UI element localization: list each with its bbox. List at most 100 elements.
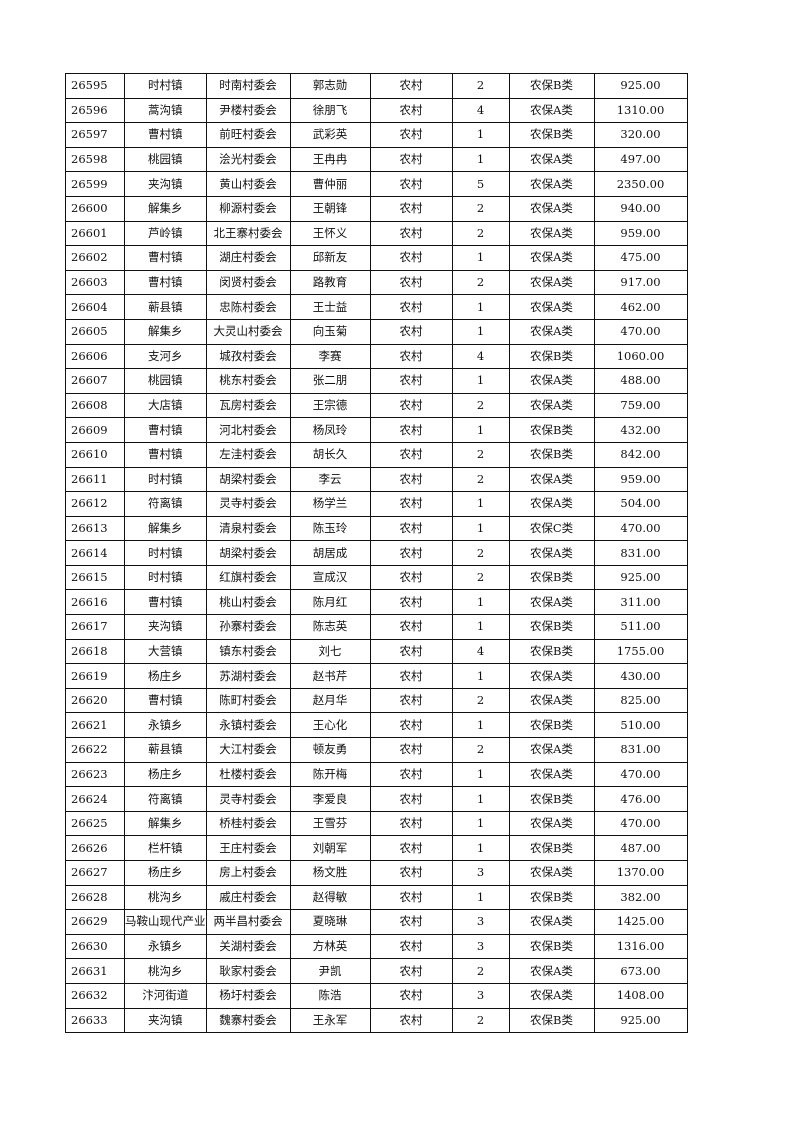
cell-village-committee: 时南村委会 bbox=[205, 73, 291, 99]
cell-record-id: 26633 bbox=[65, 1007, 125, 1034]
cell-village-committee: 灵寺村委会 bbox=[205, 786, 291, 812]
cell-town: 汴河街道 bbox=[124, 982, 207, 1009]
cell-insurance-category: 农保A类 bbox=[508, 982, 595, 1009]
cell-record-id: 26607 bbox=[65, 368, 125, 394]
table-row: 26616 曹村镇 桃山村委会 陈月红 农村 1 农保A类 311.00 bbox=[65, 589, 688, 616]
cell-area-type: 农村 bbox=[369, 958, 453, 984]
cell-town: 杨庄乡 bbox=[124, 663, 207, 689]
cell-person-name: 王宗德 bbox=[289, 392, 371, 419]
cell-record-id: 26612 bbox=[65, 491, 125, 517]
table-row: 26600 解集乡 柳源村委会 王朝锋 农村 2 农保A类 940.00 bbox=[65, 195, 688, 222]
cell-village-committee: 左洼村委会 bbox=[205, 441, 291, 468]
table-row: 26625 解集乡 桥桂村委会 王雪芬 农村 1 农保A类 470.00 bbox=[65, 810, 688, 837]
cell-amount: 462.00 bbox=[593, 294, 688, 320]
cell-record-id: 26619 bbox=[65, 663, 125, 689]
cell-amount: 320.00 bbox=[593, 122, 688, 148]
cell-person-name: 王雪芬 bbox=[289, 810, 371, 837]
cell-town: 蕲县镇 bbox=[124, 294, 207, 320]
cell-record-id: 26631 bbox=[65, 958, 125, 984]
cell-town: 曹村镇 bbox=[124, 245, 207, 271]
cell-record-id: 26599 bbox=[65, 171, 125, 197]
cell-insurance-category: 农保A类 bbox=[508, 958, 595, 984]
cell-insurance-category: 农保B类 bbox=[508, 933, 595, 960]
cell-person-name: 徐朋飞 bbox=[289, 97, 371, 124]
cell-amount: 470.00 bbox=[593, 318, 688, 345]
cell-village-committee: 灵寺村委会 bbox=[205, 491, 291, 517]
cell-town: 曹村镇 bbox=[124, 269, 207, 296]
table-row: 26597 曹村镇 前旺村委会 武彩英 农村 1 农保B类 320.00 bbox=[65, 122, 688, 148]
cell-record-id: 26618 bbox=[65, 638, 125, 665]
cell-record-id: 26597 bbox=[65, 122, 125, 148]
cell-household-count: 3 bbox=[451, 982, 510, 1009]
cell-amount: 488.00 bbox=[593, 368, 688, 394]
cell-record-id: 26604 bbox=[65, 294, 125, 320]
cell-person-name: 胡长久 bbox=[289, 441, 371, 468]
cell-area-type: 农村 bbox=[369, 515, 453, 542]
cell-household-count: 4 bbox=[451, 97, 510, 124]
cell-insurance-category: 农保A类 bbox=[508, 318, 595, 345]
cell-amount: 511.00 bbox=[593, 614, 688, 640]
cell-amount: 831.00 bbox=[593, 737, 688, 763]
cell-area-type: 农村 bbox=[369, 982, 453, 1009]
cell-person-name: 赵月华 bbox=[289, 687, 371, 714]
cell-town: 杨庄乡 bbox=[124, 860, 207, 886]
cell-person-name: 赵书芹 bbox=[289, 663, 371, 689]
cell-area-type: 农村 bbox=[369, 761, 453, 788]
cell-insurance-category: 农保B类 bbox=[508, 786, 595, 812]
cell-amount: 497.00 bbox=[593, 146, 688, 173]
cell-person-name: 王士益 bbox=[289, 294, 371, 320]
cell-village-committee: 红旗村委会 bbox=[205, 564, 291, 591]
cell-area-type: 农村 bbox=[369, 663, 453, 689]
cell-area-type: 农村 bbox=[369, 491, 453, 517]
table-row: 26627 杨庄乡 房上村委会 杨文胜 农村 3 农保A类 1370.00 bbox=[65, 860, 688, 886]
cell-amount: 825.00 bbox=[593, 687, 688, 714]
cell-household-count: 4 bbox=[451, 638, 510, 665]
table-row: 26628 桃沟乡 戚庄村委会 赵得敏 农村 1 农保B类 382.00 bbox=[65, 884, 688, 911]
cell-village-committee: 尹楼村委会 bbox=[205, 97, 291, 124]
cell-village-committee: 大灵山村委会 bbox=[205, 318, 291, 345]
table-row: 26623 杨庄乡 杜楼村委会 陈开梅 农村 1 农保A类 470.00 bbox=[65, 761, 688, 788]
cell-household-count: 2 bbox=[451, 564, 510, 591]
cell-area-type: 农村 bbox=[369, 860, 453, 886]
table-row: 26618 大营镇 镇东村委会 刘七 农村 4 农保B类 1755.00 bbox=[65, 638, 688, 665]
cell-town: 夹沟镇 bbox=[124, 614, 207, 640]
cell-area-type: 农村 bbox=[369, 269, 453, 296]
cell-area-type: 农村 bbox=[369, 589, 453, 616]
cell-town: 时村镇 bbox=[124, 466, 207, 493]
cell-town: 永镇乡 bbox=[124, 933, 207, 960]
cell-village-committee: 北王寨村委会 bbox=[205, 220, 291, 247]
cell-person-name: 陈志英 bbox=[289, 614, 371, 640]
cell-record-id: 26606 bbox=[65, 343, 125, 370]
cell-household-count: 1 bbox=[451, 122, 510, 148]
cell-area-type: 农村 bbox=[369, 343, 453, 370]
cell-insurance-category: 农保B类 bbox=[508, 343, 595, 370]
cell-village-committee: 浍光村委会 bbox=[205, 146, 291, 173]
cell-amount: 475.00 bbox=[593, 245, 688, 271]
cell-area-type: 农村 bbox=[369, 540, 453, 566]
cell-area-type: 农村 bbox=[369, 737, 453, 763]
cell-village-committee: 城孜村委会 bbox=[205, 343, 291, 370]
cell-village-committee: 大江村委会 bbox=[205, 737, 291, 763]
cell-person-name: 张二朋 bbox=[289, 368, 371, 394]
cell-village-committee: 两半昌村委会 bbox=[205, 909, 291, 935]
cell-area-type: 农村 bbox=[369, 245, 453, 271]
cell-insurance-category: 农保A类 bbox=[508, 294, 595, 320]
cell-village-committee: 忠陈村委会 bbox=[205, 294, 291, 320]
cell-area-type: 农村 bbox=[369, 220, 453, 247]
cell-area-type: 农村 bbox=[369, 97, 453, 124]
cell-insurance-category: 农保A类 bbox=[508, 171, 595, 197]
cell-town: 桃园镇 bbox=[124, 146, 207, 173]
cell-household-count: 2 bbox=[451, 441, 510, 468]
cell-town: 大店镇 bbox=[124, 392, 207, 419]
cell-insurance-category: 农保A类 bbox=[508, 589, 595, 616]
cell-area-type: 农村 bbox=[369, 687, 453, 714]
table-row: 26624 符离镇 灵寺村委会 李爱良 农村 1 农保B类 476.00 bbox=[65, 786, 688, 812]
cell-town: 桃沟乡 bbox=[124, 958, 207, 984]
cell-person-name: 王朝锋 bbox=[289, 195, 371, 222]
cell-amount: 925.00 bbox=[593, 73, 688, 99]
cell-amount: 504.00 bbox=[593, 491, 688, 517]
cell-household-count: 2 bbox=[451, 195, 510, 222]
cell-amount: 2350.00 bbox=[593, 171, 688, 197]
table-row: 26610 曹村镇 左洼村委会 胡长久 农村 2 农保B类 842.00 bbox=[65, 441, 688, 468]
cell-insurance-category: 农保A类 bbox=[508, 687, 595, 714]
